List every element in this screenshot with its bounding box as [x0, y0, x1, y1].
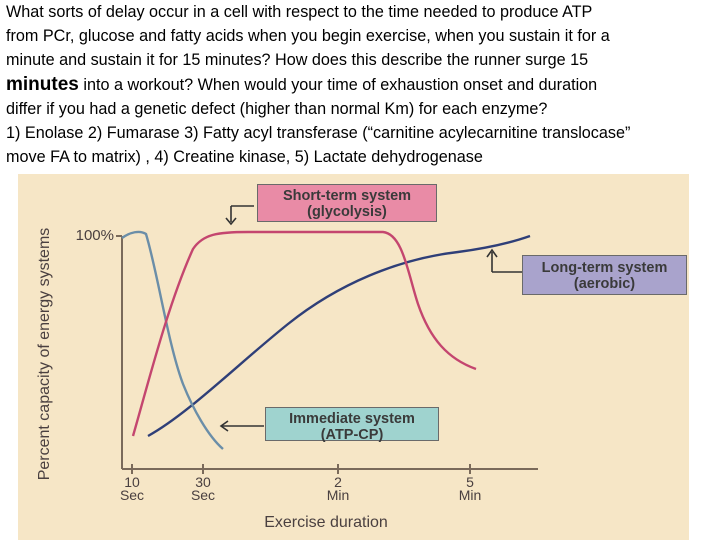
short-term-box-subtitle: (glycolysis)	[307, 204, 387, 220]
long-term-arrow	[486, 248, 522, 273]
question-line-1: What sorts of delay occur in a cell with…	[6, 3, 593, 21]
long-term-box-subtitle: (aerobic)	[573, 276, 636, 292]
question-line-4: minutes into a workout? When would your …	[6, 73, 718, 97]
x-tick-label-2-unit: Min	[327, 487, 350, 503]
x-tick-label-10-unit: Sec	[120, 487, 144, 503]
short-term-arrow	[225, 205, 254, 226]
question-text: What sorts of delay occur in a cell with…	[6, 0, 718, 169]
question-line-2: from PCr, glucose and fatty acids when y…	[6, 27, 610, 46]
x-axis-label: Exercise duration	[264, 514, 388, 531]
x-tick-label-2-value: 2	[334, 474, 342, 490]
energy-systems-diagram: 100% 10 Sec 30 Sec 2 Min 5 Min Exercise …	[36, 205, 538, 531]
long-term-box-title: Long-term system	[541, 260, 668, 276]
emphasized-word: minutes	[6, 73, 79, 95]
x-tick-label-5-unit: Min	[459, 487, 482, 503]
y-tick-label-100: 100%	[76, 227, 114, 244]
x-tick-label-30-value: 30	[195, 474, 211, 490]
short-term-box-title: Short-term system	[282, 188, 412, 204]
x-tick-label-30-unit: Sec	[191, 487, 215, 503]
aerobic-curve	[147, 234, 531, 438]
immediate-arrow	[219, 420, 264, 432]
question-line-5: differ if you had a genetic defect (high…	[6, 99, 548, 118]
atp-cp-curve	[121, 230, 224, 450]
question-line-7: move FA to matrix) , 4) Creatine kinase,…	[6, 148, 483, 167]
question-line-6: 1) Enolase 2) Fumarase 3) Fatty acyl tra…	[6, 124, 631, 143]
immediate-system-box: Immediate system (ATP-CP)	[265, 407, 439, 443]
long-term-system-box: Long-term system (aerobic)	[522, 255, 687, 295]
short-term-system-box: Short-term system (glycolysis)	[257, 184, 437, 222]
question-line-3: minute and sustain it for 15 minutes? Ho…	[6, 51, 589, 70]
x-tick-label-5-value: 5	[466, 474, 474, 490]
immediate-box-subtitle: (ATP-CP)	[320, 427, 384, 443]
energy-systems-figure: 100% 10 Sec 30 Sec 2 Min 5 Min Exercise …	[18, 174, 689, 540]
y-axis-label: Percent capacity of energy systems	[36, 228, 53, 481]
question-line-4-rest: into a workout? When would your time of …	[78, 75, 598, 94]
x-tick-label-10-value: 10	[124, 474, 140, 490]
glycolysis-curve	[131, 230, 477, 437]
immediate-box-title: Immediate system	[289, 411, 415, 427]
